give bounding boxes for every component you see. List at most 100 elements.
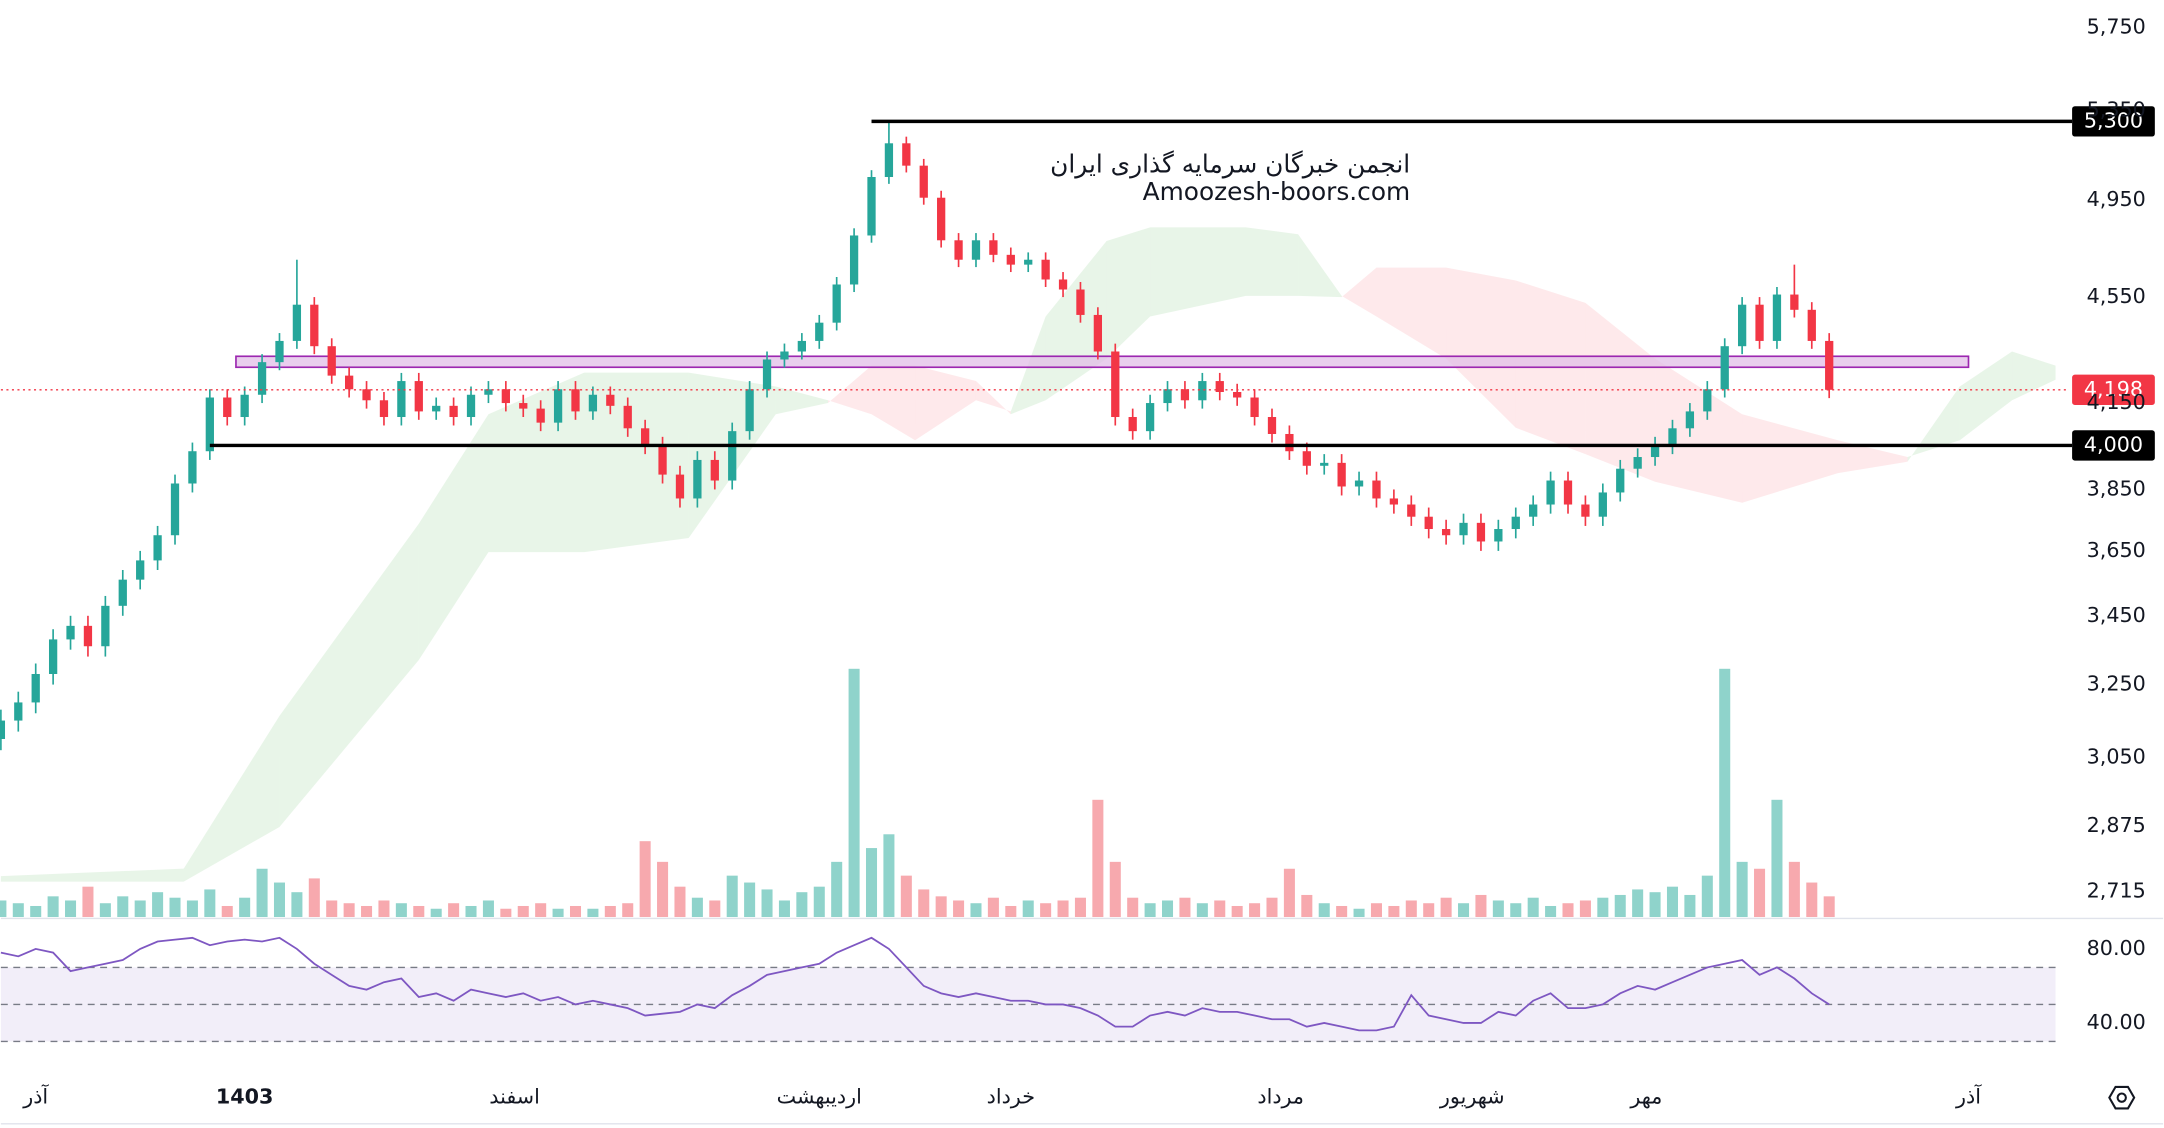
cloud-segment — [0, 868, 184, 882]
candle-body — [1424, 516, 1433, 530]
candle-body — [1511, 516, 1520, 530]
candle-body — [1163, 389, 1172, 404]
candle-body — [780, 351, 789, 360]
x-tick-label: مرداد — [1257, 1085, 1304, 1109]
cloud-segment — [1341, 267, 1377, 317]
cloud-segment — [871, 365, 916, 441]
candle-body — [31, 673, 40, 703]
candle-body — [588, 394, 598, 412]
candle-body — [1703, 389, 1712, 412]
candle-body — [641, 428, 650, 446]
candle-body — [832, 284, 841, 323]
candle-body — [1128, 417, 1137, 432]
volume-bar — [569, 905, 582, 918]
volume-bar — [1649, 892, 1661, 918]
y-tick-label: 3,850 — [2087, 476, 2146, 500]
volume-bar — [709, 900, 721, 918]
volume-bar — [482, 900, 494, 918]
volume-bar — [796, 892, 808, 918]
volume-bar — [47, 896, 59, 918]
candle-body — [1459, 522, 1468, 536]
x-tick-label: اردیبهشت — [777, 1085, 862, 1109]
volume-bar — [430, 908, 442, 918]
candle-body — [1790, 294, 1799, 310]
volume-bar — [761, 889, 773, 918]
volume-bar — [1214, 900, 1226, 918]
candle-body — [83, 625, 93, 647]
volume-bar — [65, 900, 77, 918]
volume-bar — [1440, 897, 1452, 918]
candle-body — [1302, 451, 1311, 466]
candle-body — [1372, 480, 1381, 499]
volume-bar — [1109, 861, 1121, 918]
volume-bar — [1283, 868, 1295, 918]
candle-body — [797, 340, 806, 352]
candle-body — [1006, 254, 1015, 265]
y-tick-label: 2,875 — [2087, 813, 2146, 837]
cloud-segment — [584, 372, 689, 553]
settings-icon[interactable] — [2108, 1085, 2136, 1110]
candle-body — [519, 403, 528, 409]
volume-bar — [378, 900, 390, 918]
volume-bar — [552, 908, 564, 918]
candle-body — [1476, 522, 1486, 542]
volume-bar — [953, 900, 965, 918]
volume-bar — [343, 903, 355, 918]
candle-body — [971, 240, 981, 260]
candle-body — [954, 240, 963, 260]
volume-bar — [395, 903, 407, 918]
cloud-segment — [1106, 227, 1151, 359]
volume-bar — [1092, 799, 1104, 918]
candle-body — [606, 394, 615, 406]
candle-body — [1807, 309, 1816, 341]
volume-bar — [82, 886, 94, 918]
volume-bar — [1353, 908, 1365, 918]
candle-body — [1563, 480, 1573, 505]
volume-bar — [465, 905, 477, 918]
volume-bar — [1545, 905, 1557, 918]
candle-body — [1581, 504, 1590, 517]
candle-body — [1650, 445, 1660, 458]
cloud-segment — [775, 386, 828, 415]
candle-body — [292, 304, 302, 341]
rsi-line — [0, 936, 1830, 1032]
candle-body — [188, 451, 197, 484]
cloud-segment — [1655, 358, 1743, 503]
volume-bar — [1388, 905, 1400, 918]
volume-bar — [970, 903, 982, 918]
cloud-segment — [1837, 440, 1908, 474]
cloud-segment — [418, 414, 489, 661]
volume-bar — [639, 841, 651, 918]
candle-body — [136, 560, 145, 580]
volume-bar — [413, 905, 425, 918]
volume-bar — [1632, 889, 1644, 918]
volume-bar — [1771, 799, 1783, 918]
candle-body — [1546, 480, 1555, 505]
candle-body — [623, 405, 632, 429]
cloud-segment — [2012, 351, 2056, 401]
volume-bar — [1719, 668, 1731, 918]
candle-body — [432, 405, 441, 412]
volume-bar — [1057, 900, 1069, 918]
candle-body — [989, 240, 998, 255]
candle-body — [1737, 304, 1747, 347]
candle-body — [48, 639, 58, 674]
candle-body — [223, 397, 232, 418]
volume-bar — [1458, 903, 1470, 918]
cloud-segment — [1585, 302, 1656, 482]
cloud-segment — [1298, 234, 1342, 298]
volume-bar — [726, 875, 738, 918]
volume-bar — [1005, 905, 1017, 918]
y-tick-label: 3,450 — [2087, 603, 2146, 627]
candle-body — [658, 445, 667, 475]
volume-bar — [1127, 897, 1139, 918]
y-tick-label: 3,250 — [2087, 672, 2146, 696]
candle-body — [397, 381, 406, 418]
volume-bar — [361, 905, 373, 918]
candle-body — [902, 143, 911, 166]
volume-bar — [500, 908, 512, 918]
candle-body — [536, 408, 545, 423]
candle-body — [275, 340, 284, 363]
volume-bar — [674, 886, 686, 918]
